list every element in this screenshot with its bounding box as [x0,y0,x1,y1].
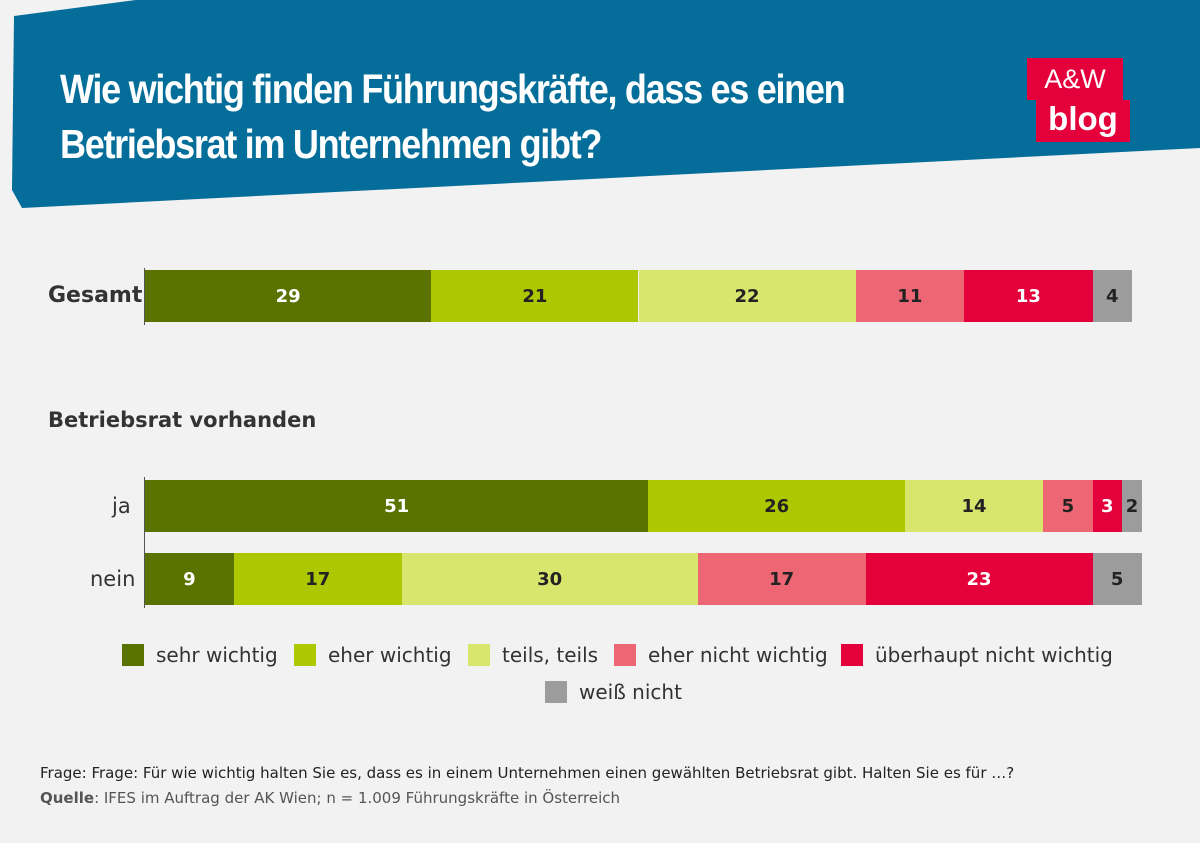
bar-segment: 5 [1092,553,1142,605]
legend-label: eher wichtig [328,643,452,667]
legend-item: eher nicht wichtig [614,643,828,667]
legend-item: überhaupt nicht wichtig [841,643,1113,667]
legend-label: teils, teils [502,643,599,667]
bar-segment: 21 [431,270,639,322]
legend-swatch [122,644,144,666]
legend-label: sehr wichtig [156,643,278,667]
bar-segment: 9 [145,553,234,605]
legend-label: eher nicht wichtig [648,643,828,667]
data-label: 4 [1105,285,1119,307]
bar-segment: 51 [145,480,649,532]
legend-item: sehr wichtig [122,643,278,667]
data-label: 51 [384,495,410,517]
legend-swatch [468,644,490,666]
bar-segment: 13 [964,270,1093,322]
data-label: 2 [1125,495,1139,517]
axis-line [144,477,145,608]
legend-item: weiß nicht [545,680,682,704]
axis-line [144,268,145,325]
category-label-gesamt: Gesamt [48,283,143,308]
bar-segment: 29 [145,270,432,322]
data-label: 9 [183,568,196,590]
legend-swatch [614,644,636,666]
bar-segment: 30 [401,553,698,605]
data-label: 5 [1110,568,1124,590]
data-label: 17 [769,568,795,590]
bar-segment: 2 [1122,480,1142,532]
bar-segment: 5 [1043,480,1093,532]
data-label: 29 [275,285,301,307]
bar-segment: 11 [855,270,965,322]
page-title: Wie wichtig finden Führungskräfte, dass … [60,66,846,167]
data-label: 26 [764,495,790,517]
data-label: 13 [1015,285,1041,307]
group-label: Betriebsrat vorhanden [48,408,317,432]
logo: blog [1036,100,1130,142]
bar-segment: 17 [233,553,402,605]
data-label: 22 [734,285,760,307]
data-label: 21 [522,285,548,307]
data-label: 5 [1061,495,1075,517]
category-label-nein: nein [90,567,136,591]
legend-swatch [841,644,863,666]
category-label-ja: ja [112,494,131,518]
legend-item: eher wichtig [294,643,452,667]
legend-label: überhaupt nicht wichtig [875,643,1113,667]
legend-swatch [294,644,316,666]
bar-segment: 14 [904,480,1044,532]
bar-segment: 22 [638,270,856,322]
bar-segment: 17 [697,553,866,605]
legend-label: weiß nicht [579,680,682,704]
bar-segment: 3 [1092,480,1123,532]
bar-segment: 26 [648,480,905,532]
logo: A&W [1027,58,1123,100]
data-label: 11 [897,285,923,307]
bar-segment: 4 [1092,270,1132,322]
question-note: Frage: Frage: Für wie wichtig halten Sie… [40,764,1015,782]
legend-item: teils, teils [468,643,598,667]
bar-segment: 23 [865,553,1093,605]
data-label: 23 [966,568,992,590]
data-label: 17 [305,568,331,590]
data-label: 14 [961,495,987,517]
source-note: Quelle: IFES im Auftrag der AK Wien; n =… [40,789,621,807]
data-label: 30 [537,568,563,590]
data-label: 3 [1101,495,1114,517]
legend-swatch [545,681,567,703]
